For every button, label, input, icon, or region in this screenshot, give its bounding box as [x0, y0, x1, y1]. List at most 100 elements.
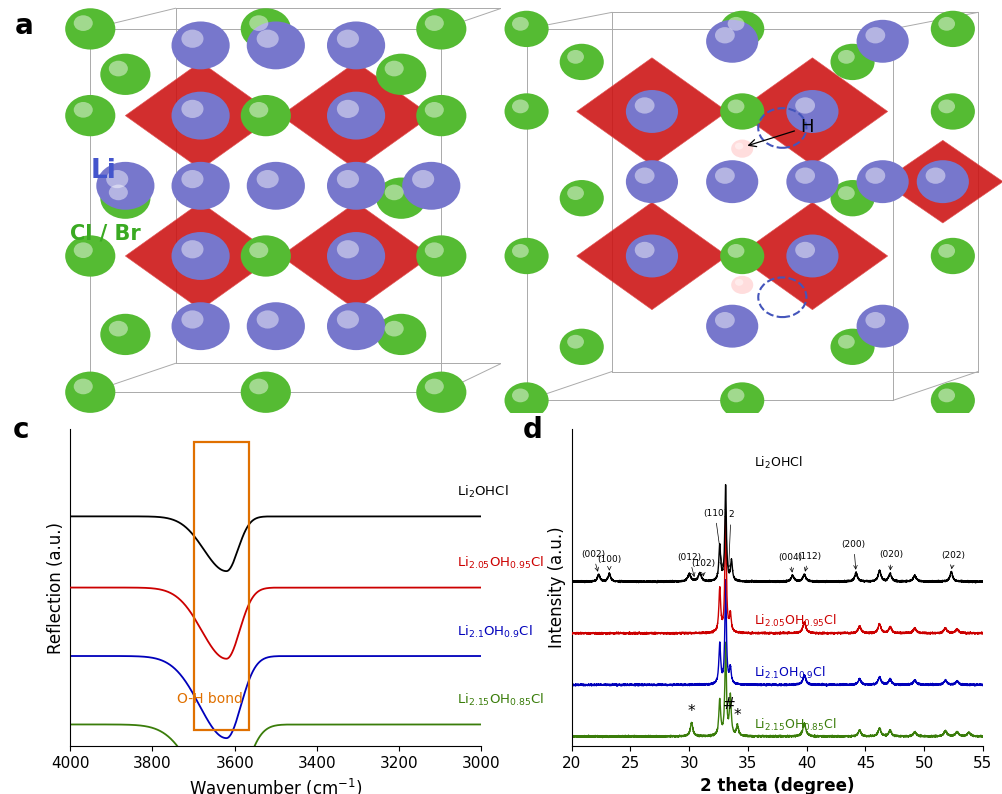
Circle shape	[511, 244, 528, 258]
Circle shape	[171, 303, 229, 350]
Circle shape	[181, 310, 203, 329]
Circle shape	[726, 388, 743, 403]
Text: #: #	[722, 696, 734, 711]
Circle shape	[625, 160, 677, 203]
Circle shape	[171, 91, 229, 140]
Polygon shape	[576, 58, 726, 165]
Circle shape	[714, 312, 734, 329]
Circle shape	[786, 160, 838, 203]
Circle shape	[402, 162, 460, 210]
Text: *: *	[732, 708, 740, 723]
Circle shape	[246, 303, 305, 350]
Circle shape	[108, 184, 128, 200]
Text: a: a	[15, 13, 34, 40]
Circle shape	[830, 180, 874, 216]
Circle shape	[385, 184, 403, 200]
Circle shape	[65, 235, 115, 276]
Circle shape	[108, 60, 128, 76]
Circle shape	[65, 8, 115, 49]
Circle shape	[171, 232, 229, 280]
Circle shape	[830, 329, 874, 365]
Circle shape	[337, 170, 359, 188]
Circle shape	[240, 235, 291, 276]
Circle shape	[856, 305, 908, 348]
Circle shape	[385, 321, 403, 337]
Circle shape	[327, 303, 385, 350]
Circle shape	[376, 54, 426, 95]
Polygon shape	[882, 141, 1002, 223]
Circle shape	[566, 50, 583, 64]
Circle shape	[249, 242, 269, 258]
Circle shape	[416, 8, 466, 49]
Polygon shape	[125, 202, 276, 310]
Circle shape	[856, 160, 908, 203]
Text: (200): (200)	[841, 540, 865, 569]
Circle shape	[240, 95, 291, 137]
Circle shape	[837, 335, 854, 349]
Circle shape	[337, 310, 359, 329]
Circle shape	[705, 305, 758, 348]
Circle shape	[795, 98, 815, 114]
Circle shape	[511, 17, 528, 31]
Text: (012): (012)	[676, 553, 700, 576]
Circle shape	[726, 17, 743, 31]
Text: (202): (202)	[941, 551, 965, 569]
Polygon shape	[576, 202, 726, 310]
Text: Li$_{2.1}$OH$_{0.9}$Cl: Li$_{2.1}$OH$_{0.9}$Cl	[456, 623, 532, 640]
Text: Cl / Br: Cl / Br	[70, 223, 141, 244]
Circle shape	[74, 102, 92, 118]
Circle shape	[726, 99, 743, 114]
Text: c: c	[13, 416, 29, 444]
Circle shape	[171, 162, 229, 210]
Circle shape	[337, 29, 359, 48]
Circle shape	[100, 54, 150, 95]
Circle shape	[412, 170, 434, 188]
Circle shape	[108, 321, 128, 337]
Circle shape	[100, 314, 150, 355]
Circle shape	[74, 242, 92, 258]
Circle shape	[830, 44, 874, 80]
Polygon shape	[281, 62, 431, 169]
Circle shape	[734, 279, 742, 286]
Circle shape	[96, 162, 154, 210]
Circle shape	[719, 238, 764, 274]
Circle shape	[337, 100, 359, 118]
Text: Li$_{2.15}$OH$_{0.85}$Cl: Li$_{2.15}$OH$_{0.85}$Cl	[456, 692, 543, 708]
Text: 2: 2	[726, 511, 733, 568]
Circle shape	[730, 140, 753, 158]
Circle shape	[511, 99, 528, 114]
Circle shape	[240, 8, 291, 49]
Text: b: b	[516, 13, 536, 40]
Circle shape	[74, 379, 92, 395]
Circle shape	[249, 379, 269, 395]
Circle shape	[714, 168, 734, 184]
Text: (102): (102)	[690, 559, 714, 576]
Circle shape	[937, 244, 954, 258]
Circle shape	[930, 238, 974, 274]
Text: Li$_{2.05}$OH$_{0.95}$Cl: Li$_{2.05}$OH$_{0.95}$Cl	[754, 613, 836, 630]
Circle shape	[795, 242, 815, 258]
Circle shape	[786, 234, 838, 277]
Circle shape	[837, 50, 854, 64]
Polygon shape	[125, 62, 276, 169]
Circle shape	[719, 11, 764, 47]
Circle shape	[566, 186, 583, 200]
Text: Li$_{2.1}$OH$_{0.9}$Cl: Li$_{2.1}$OH$_{0.9}$Cl	[754, 665, 825, 681]
Text: (100): (100)	[596, 554, 621, 570]
Circle shape	[337, 240, 359, 258]
Bar	[193, 442, 248, 730]
Circle shape	[425, 102, 443, 118]
Circle shape	[634, 168, 654, 184]
Circle shape	[100, 178, 150, 219]
Circle shape	[240, 372, 291, 413]
Circle shape	[504, 383, 548, 418]
Circle shape	[249, 102, 269, 118]
Text: (004): (004)	[778, 553, 802, 572]
Circle shape	[719, 94, 764, 129]
Text: Li$_2$OHCl: Li$_2$OHCl	[456, 484, 508, 500]
Circle shape	[714, 27, 734, 44]
Circle shape	[705, 20, 758, 63]
Circle shape	[559, 180, 603, 216]
Circle shape	[865, 312, 885, 329]
Circle shape	[719, 383, 764, 418]
